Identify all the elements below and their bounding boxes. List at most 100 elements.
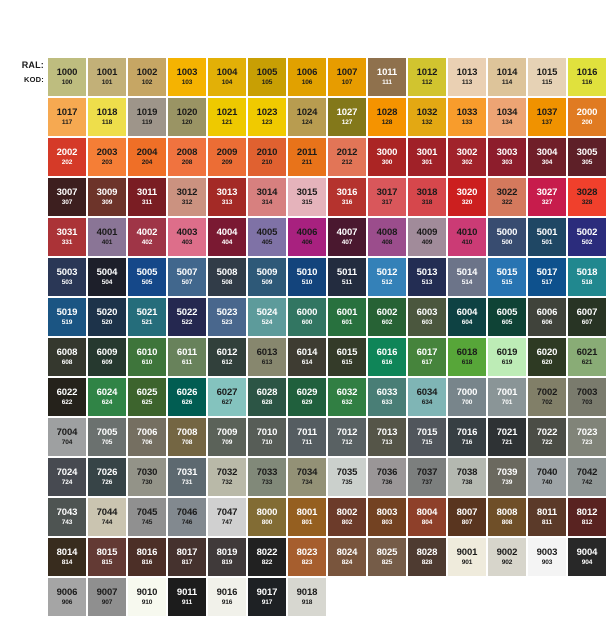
color-swatch-6000[interactable]: 6000 600 [288, 298, 326, 336]
color-swatch-1033[interactable]: 1033 133 [448, 98, 486, 136]
color-swatch-6019[interactable]: 6019 619 [488, 338, 526, 376]
color-swatch-6022[interactable]: 6022 622 [48, 378, 86, 416]
color-swatch-5024[interactable]: 5024 524 [248, 298, 286, 336]
color-swatch-4007[interactable]: 4007 407 [328, 218, 366, 256]
color-swatch-8015[interactable]: 8015 815 [88, 538, 126, 576]
color-swatch-3031[interactable]: 3031 331 [48, 218, 86, 256]
color-swatch-6007[interactable]: 6007 607 [568, 298, 606, 336]
color-swatch-3007[interactable]: 3007 307 [48, 178, 86, 216]
color-swatch-7032[interactable]: 7032 732 [208, 458, 246, 496]
color-swatch-1004[interactable]: 1004 104 [208, 58, 246, 96]
color-swatch-9011[interactable]: 9011 911 [168, 578, 206, 616]
color-swatch-2003[interactable]: 2003 203 [88, 138, 126, 176]
color-swatch-9006[interactable]: 9006 906 [48, 578, 86, 616]
color-swatch-4008[interactable]: 4008 408 [368, 218, 406, 256]
color-swatch-8008[interactable]: 8008 808 [488, 498, 526, 536]
color-swatch-8002[interactable]: 8002 802 [328, 498, 366, 536]
color-swatch-1037[interactable]: 1037 137 [528, 98, 566, 136]
color-swatch-1006[interactable]: 1006 106 [288, 58, 326, 96]
color-swatch-7008[interactable]: 7008 708 [168, 418, 206, 456]
color-swatch-5003[interactable]: 5003 503 [48, 258, 86, 296]
color-swatch-6006[interactable]: 6006 606 [528, 298, 566, 336]
color-swatch-7034[interactable]: 7034 734 [288, 458, 326, 496]
color-swatch-5002[interactable]: 5002 502 [568, 218, 606, 256]
color-swatch-7040[interactable]: 7040 740 [528, 458, 566, 496]
color-swatch-8001[interactable]: 8001 801 [288, 498, 326, 536]
color-swatch-4002[interactable]: 4002 402 [128, 218, 166, 256]
color-swatch-7010[interactable]: 7010 710 [248, 418, 286, 456]
color-swatch-3028[interactable]: 3028 328 [568, 178, 606, 216]
color-swatch-4009[interactable]: 4009 409 [408, 218, 446, 256]
color-swatch-8025[interactable]: 8025 825 [368, 538, 406, 576]
color-swatch-9003[interactable]: 9003 903 [528, 538, 566, 576]
color-swatch-3012[interactable]: 3012 312 [168, 178, 206, 216]
color-swatch-7004[interactable]: 7004 704 [48, 418, 86, 456]
color-swatch-3016[interactable]: 3016 316 [328, 178, 366, 216]
color-swatch-9016[interactable]: 9016 916 [208, 578, 246, 616]
color-swatch-7035[interactable]: 7035 735 [328, 458, 366, 496]
color-swatch-6027[interactable]: 6027 627 [208, 378, 246, 416]
color-swatch-8000[interactable]: 8000 800 [248, 498, 286, 536]
color-swatch-9004[interactable]: 9004 904 [568, 538, 606, 576]
color-swatch-8016[interactable]: 8016 816 [128, 538, 166, 576]
color-swatch-7012[interactable]: 7012 712 [328, 418, 366, 456]
color-swatch-5010[interactable]: 5010 510 [288, 258, 326, 296]
color-swatch-6002[interactable]: 6002 602 [368, 298, 406, 336]
color-swatch-3004[interactable]: 3004 304 [528, 138, 566, 176]
color-swatch-7033[interactable]: 7033 733 [248, 458, 286, 496]
color-swatch-4010[interactable]: 4010 410 [448, 218, 486, 256]
color-swatch-8023[interactable]: 8023 823 [288, 538, 326, 576]
color-swatch-1002[interactable]: 1002 102 [128, 58, 166, 96]
color-swatch-2011[interactable]: 2011 211 [288, 138, 326, 176]
color-swatch-8012[interactable]: 8012 812 [568, 498, 606, 536]
color-swatch-1000[interactable]: 1000 100 [48, 58, 86, 96]
color-swatch-3001[interactable]: 3001 301 [408, 138, 446, 176]
color-swatch-2000[interactable]: 2000 200 [568, 98, 606, 136]
color-swatch-5004[interactable]: 5004 504 [88, 258, 126, 296]
color-swatch-5007[interactable]: 5007 507 [168, 258, 206, 296]
color-swatch-5015[interactable]: 5015 515 [488, 258, 526, 296]
color-swatch-1028[interactable]: 1028 128 [368, 98, 406, 136]
color-swatch-7043[interactable]: 7043 743 [48, 498, 86, 536]
color-swatch-3009[interactable]: 3009 309 [88, 178, 126, 216]
color-swatch-3013[interactable]: 3013 313 [208, 178, 246, 216]
color-swatch-3018[interactable]: 3018 318 [408, 178, 446, 216]
color-swatch-5022[interactable]: 5022 522 [168, 298, 206, 336]
color-swatch-7011[interactable]: 7011 711 [288, 418, 326, 456]
color-swatch-8017[interactable]: 8017 817 [168, 538, 206, 576]
color-swatch-5005[interactable]: 5005 505 [128, 258, 166, 296]
color-swatch-6024[interactable]: 6024 624 [88, 378, 126, 416]
color-swatch-6011[interactable]: 6011 611 [168, 338, 206, 376]
color-swatch-6013[interactable]: 6013 613 [248, 338, 286, 376]
color-swatch-5013[interactable]: 5013 513 [408, 258, 446, 296]
color-swatch-5023[interactable]: 5023 523 [208, 298, 246, 336]
color-swatch-2012[interactable]: 2012 212 [328, 138, 366, 176]
color-swatch-9002[interactable]: 9002 902 [488, 538, 526, 576]
color-swatch-4003[interactable]: 4003 403 [168, 218, 206, 256]
color-swatch-5014[interactable]: 5014 514 [448, 258, 486, 296]
color-swatch-7047[interactable]: 7047 747 [208, 498, 246, 536]
color-swatch-4005[interactable]: 4005 405 [248, 218, 286, 256]
color-swatch-6015[interactable]: 6015 615 [328, 338, 366, 376]
color-swatch-6005[interactable]: 6005 605 [488, 298, 526, 336]
color-swatch-6020[interactable]: 6020 620 [528, 338, 566, 376]
color-swatch-7003[interactable]: 7003 703 [568, 378, 606, 416]
color-swatch-7005[interactable]: 7005 705 [88, 418, 126, 456]
color-swatch-2002[interactable]: 2002 202 [48, 138, 86, 176]
color-swatch-6003[interactable]: 6003 603 [408, 298, 446, 336]
color-swatch-6010[interactable]: 6010 610 [128, 338, 166, 376]
color-swatch-7016[interactable]: 7016 716 [448, 418, 486, 456]
color-swatch-3005[interactable]: 3005 305 [568, 138, 606, 176]
color-swatch-7001[interactable]: 7001 701 [488, 378, 526, 416]
color-swatch-1021[interactable]: 1021 121 [208, 98, 246, 136]
color-swatch-6018[interactable]: 6018 618 [448, 338, 486, 376]
color-swatch-1016[interactable]: 1016 116 [568, 58, 606, 96]
color-swatch-6032[interactable]: 6032 632 [328, 378, 366, 416]
color-swatch-7015[interactable]: 7015 715 [408, 418, 446, 456]
color-swatch-1024[interactable]: 1024 124 [288, 98, 326, 136]
color-swatch-6014[interactable]: 6014 614 [288, 338, 326, 376]
color-swatch-5008[interactable]: 5008 508 [208, 258, 246, 296]
color-swatch-4004[interactable]: 4004 404 [208, 218, 246, 256]
color-swatch-2009[interactable]: 2009 209 [208, 138, 246, 176]
color-swatch-9010[interactable]: 9010 910 [128, 578, 166, 616]
